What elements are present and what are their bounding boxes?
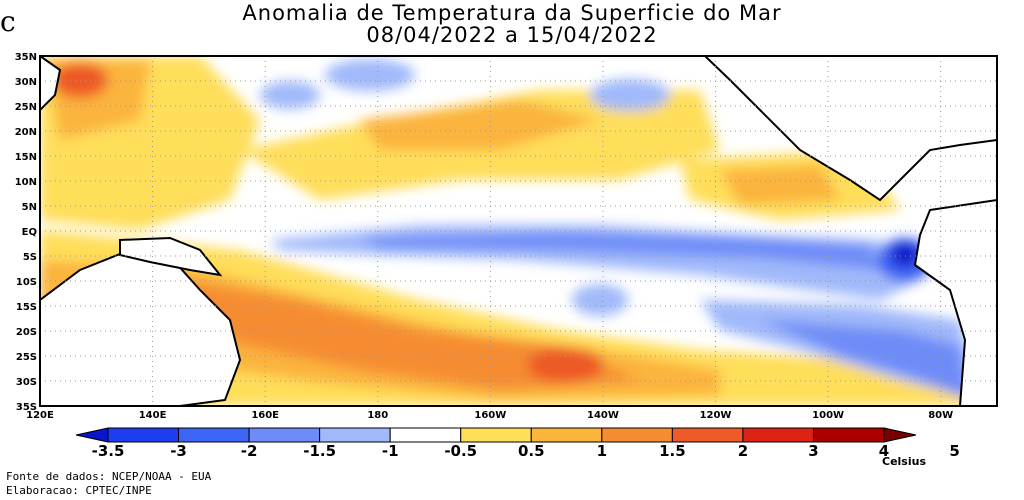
colorbar-tick-label: -3 <box>170 442 187 460</box>
latitude-label: 20N <box>15 127 37 138</box>
continents <box>40 56 997 406</box>
colorbar-segment <box>460 427 532 443</box>
colorbar-tick-label: -3.5 <box>92 442 125 460</box>
colorbar-tick-label: 1.5 <box>659 442 686 460</box>
latitude-label: 35N <box>15 52 37 63</box>
latitude-labels: 35N 30N 25N 20N 15N 10N 5N EQ 5S 10S 15S 20S 25S 30S 3… <box>15 52 37 413</box>
colorbar-tick-label: 5 <box>949 442 959 460</box>
longitude-label: 120E <box>26 410 54 421</box>
colorbar-segment <box>812 427 885 443</box>
colorbar-tick-label: 2 <box>738 442 748 460</box>
longitude-label: 180 <box>367 410 388 421</box>
map-date-range: 08/04/2022 a 15/04/2022 <box>366 23 658 47</box>
elaboration-note: Elaboracao: CPTEC/INPE <box>6 484 152 497</box>
colorbar-segment <box>248 427 321 443</box>
latitude-label: EQ <box>22 227 37 238</box>
data-source-note: Fonte de dados: NCEP/NOAA - EUA <box>6 470 212 483</box>
colorbar-units: Celsius <box>882 455 926 468</box>
latitude-label: 25S <box>16 352 37 363</box>
south-america-landmass <box>913 198 997 406</box>
colorbar-segment <box>671 427 744 443</box>
colorbar-tick-label: 4 <box>879 442 889 460</box>
australia-landmass <box>40 248 242 406</box>
colorbar-segment <box>530 427 603 443</box>
colorbar-segment <box>601 427 673 443</box>
latitude-label: 5S <box>23 252 37 263</box>
latitude-label: 5N <box>22 202 37 213</box>
longitude-label: 100W <box>812 410 844 421</box>
anomaly-field <box>40 56 997 406</box>
latitude-label: 10N <box>15 177 37 188</box>
longitude-label: 120W <box>700 410 732 421</box>
latitude-label: 15S <box>16 302 37 313</box>
latitude-label: 15N <box>15 152 37 163</box>
colorbar-segment <box>107 427 180 443</box>
colorbar-min-arrow <box>75 427 109 443</box>
colorbar: -3.5 -3 -2 -1.5 -1 -0.5 0.5 1 1.5 2 3 4 5 <box>75 427 960 460</box>
longitude-label: 160W <box>474 410 506 421</box>
longitude-label: 140E <box>139 410 167 421</box>
latitude-label: 30N <box>15 77 37 88</box>
map-frame <box>39 55 998 407</box>
latitude-label: 25N <box>15 102 37 113</box>
latitude-label: 30S <box>16 377 37 388</box>
longitude-label: 160E <box>251 410 279 421</box>
colorbar-tick-label: 1 <box>597 442 607 460</box>
latitude-label: 20S <box>16 327 37 338</box>
map-title: Anomalia de Temperatura da Superficie do… <box>242 1 782 25</box>
colorbar-max-arrow <box>883 427 917 443</box>
longitude-label: 140W <box>587 410 619 421</box>
north-america-landmass <box>703 56 997 202</box>
edge-fragment-text: c <box>0 5 16 38</box>
asia-landmass <box>40 56 62 112</box>
colorbar-tick-label: -0.5 <box>444 442 477 460</box>
colorbar-tick-label: -2 <box>241 442 258 460</box>
colorbar-segment <box>389 427 462 443</box>
colorbar-tick-label: -1 <box>382 442 399 460</box>
longitude-label: 80W <box>928 410 953 421</box>
latitude-label: 35S <box>16 402 37 413</box>
longitude-labels: 120E 140E 160E 180 160W 140W 120W 100W 80W <box>26 410 953 421</box>
colorbar-tick-label: 0.5 <box>518 442 545 460</box>
colorbar-segment <box>319 427 391 443</box>
latitude-label: 10S <box>16 277 37 288</box>
colorbar-segment <box>178 427 250 443</box>
colorbar-segment <box>742 427 814 443</box>
colorbar-tick-label: -1.5 <box>303 442 336 460</box>
colorbar-tick-label: 3 <box>808 442 818 460</box>
